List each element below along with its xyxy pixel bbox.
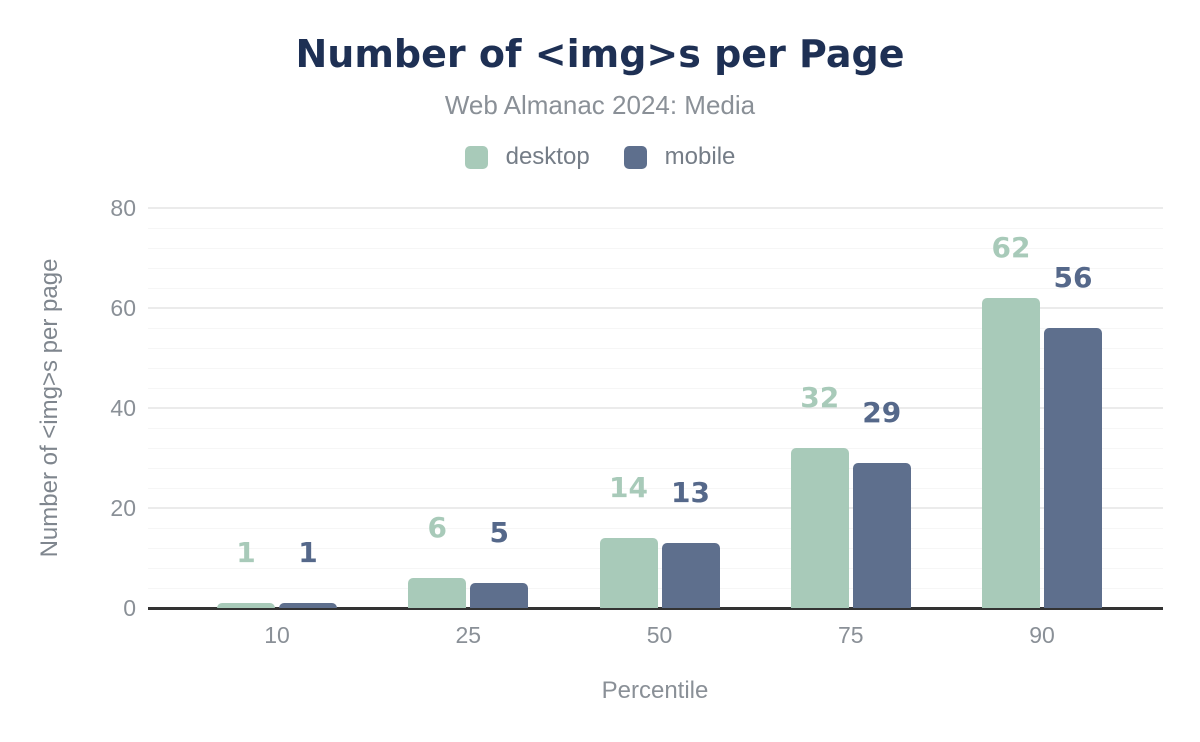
bar-mobile-p25[interactable] [470, 583, 529, 608]
legend: desktop mobile [0, 143, 1200, 171]
minor-gridline-16 [148, 528, 1163, 529]
minor-gridline-32 [148, 448, 1163, 449]
y-tick-40: 40 [110, 395, 136, 421]
minor-gridline-52 [148, 348, 1163, 349]
value-label-desktop-p50: 14 [609, 471, 648, 504]
value-label-mobile-p75: 29 [862, 396, 902, 429]
legend-item-desktop[interactable]: desktop [464, 143, 590, 171]
x-tick-50: 50 [646, 622, 673, 648]
chart-subtitle: Web Almanac 2024: Media [444, 90, 756, 120]
bar-desktop-p90[interactable] [982, 298, 1040, 608]
bar-mobile-p50[interactable] [661, 543, 720, 608]
legend-label-mobile: mobile [664, 143, 736, 170]
major-gridline-40 [148, 407, 1163, 409]
major-gridline-20 [148, 507, 1163, 509]
value-label-mobile-p50: 13 [671, 476, 710, 509]
minor-gridline-28 [148, 468, 1163, 469]
x-tick-25: 25 [455, 622, 482, 648]
major-gridline-60 [148, 307, 1163, 309]
value-label-mobile-p10: 1 [298, 536, 318, 569]
x-tick-10: 10 [264, 622, 290, 648]
bar-desktop-p75[interactable] [790, 448, 849, 608]
x-tick-90: 90 [1029, 622, 1055, 648]
legend-item-mobile[interactable]: mobile [623, 143, 736, 171]
major-gridline-80 [148, 207, 1163, 209]
minor-gridline-36 [148, 428, 1163, 429]
legend-label-desktop: desktop [505, 143, 590, 170]
plot-area: 1 1 6 5 14 13 32 29 62 56 [148, 207, 1163, 610]
minor-gridline-68 [148, 268, 1163, 269]
y-tick-20: 20 [110, 495, 136, 521]
bar-desktop-p10[interactable] [217, 603, 275, 608]
y-tick-0: 0 [123, 595, 136, 621]
value-label-desktop-p75: 32 [800, 381, 840, 414]
bar-desktop-p25[interactable] [408, 578, 467, 608]
minor-gridline-76 [148, 228, 1163, 229]
mobile-swatch-icon [623, 145, 647, 169]
y-tick-80: 80 [110, 195, 136, 221]
value-label-mobile-p25: 5 [489, 516, 509, 549]
minor-gridline-72 [148, 248, 1163, 249]
bar-mobile-p10[interactable] [279, 603, 337, 608]
x-axis-title: Percentile [601, 677, 709, 704]
value-label-desktop-p10: 1 [236, 536, 256, 569]
x-axis-line [148, 607, 1163, 610]
bar-mobile-p75[interactable] [852, 463, 911, 608]
bar-desktop-p50[interactable] [599, 538, 658, 608]
chart-title: Number of <img>s per Page [295, 32, 905, 76]
desktop-swatch-icon [464, 145, 488, 169]
value-label-desktop-p25: 6 [427, 511, 447, 544]
value-label-mobile-p90: 56 [1053, 261, 1093, 294]
x-tick-75: 75 [837, 622, 864, 648]
minor-gridline-64 [148, 288, 1163, 289]
minor-gridline-56 [148, 328, 1163, 329]
bar-mobile-p90[interactable] [1044, 328, 1102, 608]
y-tick-60: 60 [110, 295, 136, 321]
minor-gridline-24 [148, 488, 1163, 489]
value-label-desktop-p90: 62 [991, 231, 1031, 264]
minor-gridline-44 [148, 388, 1163, 389]
minor-gridline-48 [148, 368, 1163, 369]
